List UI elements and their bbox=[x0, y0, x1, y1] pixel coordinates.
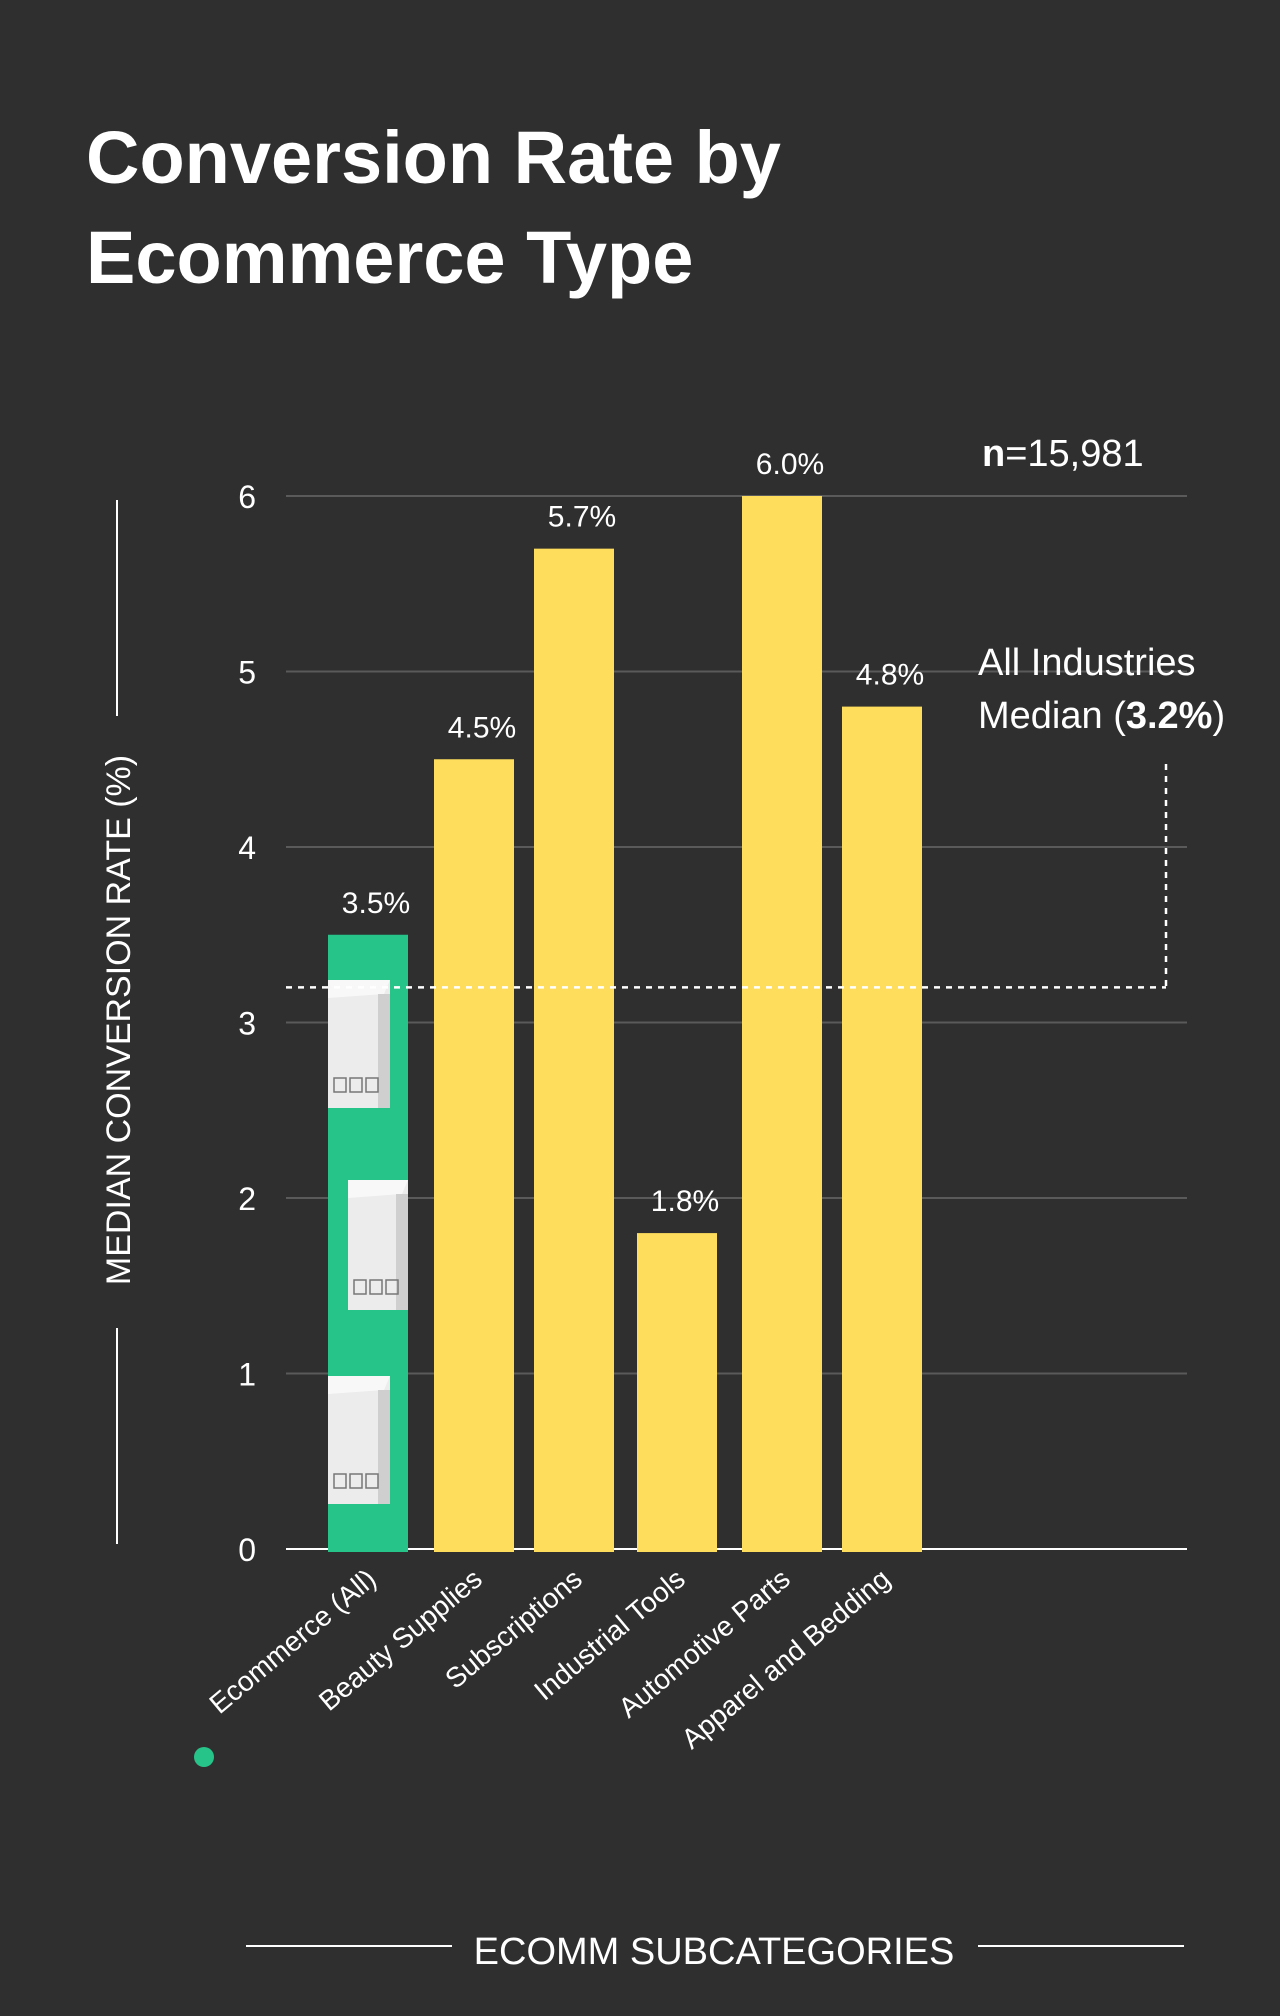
bar-5 bbox=[842, 706, 922, 1552]
y-axis-title: MEDIAN CONVERSION RATE (%) bbox=[100, 755, 138, 1285]
reference-label-line2: Median (3.2%) bbox=[978, 695, 1225, 737]
bar-4 bbox=[742, 496, 822, 1552]
value-label-2: 5.7% bbox=[548, 501, 616, 534]
box-icon-middle bbox=[348, 1180, 408, 1310]
box-icon-top bbox=[328, 980, 390, 1108]
sample-size: n=15,981 bbox=[982, 433, 1144, 475]
reference-label-prefix: Median ( bbox=[978, 695, 1126, 737]
x-axis-title: ECOMM SUBCATEGORIES bbox=[474, 1931, 955, 1973]
bar-2 bbox=[534, 548, 614, 1552]
value-label-0: 3.5% bbox=[342, 887, 410, 920]
y-tick-label-2: 2 bbox=[238, 1181, 256, 1217]
y-tick-label-5: 5 bbox=[238, 655, 256, 691]
value-label-5: 4.8% bbox=[856, 659, 924, 692]
labels: 3.5% 4.5% 5.7% 1.8% 6.0% 4.8% bbox=[342, 448, 924, 1218]
sample-size-label: n bbox=[982, 433, 1005, 475]
value-label-3: 1.8% bbox=[651, 1185, 719, 1218]
y-tick-label-6: 6 bbox=[238, 479, 256, 515]
reference-line bbox=[286, 764, 1168, 989]
box-icon-bottom bbox=[328, 1376, 390, 1504]
chart-title: Conversion Rate by Ecommerce Type bbox=[86, 116, 781, 299]
sample-size-value: =15,981 bbox=[1005, 433, 1143, 475]
bar-1 bbox=[434, 759, 514, 1552]
y-tick-label-1: 1 bbox=[238, 1357, 256, 1393]
value-label-1: 4.5% bbox=[448, 711, 516, 744]
y-tick-label-0: 0 bbox=[238, 1532, 256, 1568]
box-decorations bbox=[328, 980, 408, 1504]
reference-label-value: 3.2% bbox=[1126, 695, 1213, 737]
x-axis-ticks: Ecommerce (All)Beauty SuppliesSubscripti… bbox=[194, 1563, 896, 1767]
reference-label-suffix: ) bbox=[1212, 695, 1225, 737]
y-tick-label-3: 3 bbox=[238, 1006, 256, 1042]
value-label-4: 6.0% bbox=[756, 448, 824, 481]
highlight-legend-dot bbox=[194, 1747, 214, 1767]
reference-label-line1: All Industries bbox=[978, 642, 1196, 684]
y-tick-label-4: 4 bbox=[238, 830, 256, 866]
bars bbox=[328, 496, 922, 1552]
y-axis-ticks: 0 1 2 3 4 5 6 bbox=[238, 479, 256, 1568]
x-tick-label-4: Automotive Parts bbox=[613, 1563, 796, 1724]
bar-3 bbox=[637, 1233, 717, 1552]
